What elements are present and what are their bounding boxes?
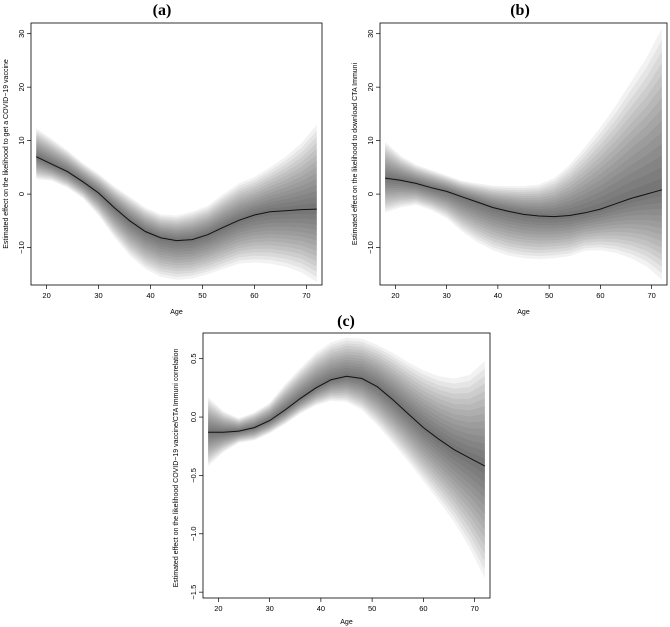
panel-b-band-layer <box>385 120 662 235</box>
panel-c-ylabel: Estimated effect on the likelihood COVID… <box>173 348 180 587</box>
panel-c-band-layer <box>208 356 485 523</box>
panel-c-band-layer <box>208 340 485 571</box>
panel-b-band-layer <box>385 28 662 280</box>
panel-a-ylabel: Estimated effect on the likelihood to ge… <box>3 59 10 249</box>
panel-b-x-tick-label: 50 <box>545 291 553 300</box>
panel-a-confidence-band <box>36 124 317 283</box>
panel-a-x-tick-label: 60 <box>250 291 258 300</box>
panel-c-title: (c) <box>337 313 355 330</box>
panel-b-x-tick-label: 30 <box>442 291 450 300</box>
panel-a-y-tick-label: 20 <box>17 83 26 91</box>
panel-b-band-layer <box>385 86 662 248</box>
panel-b-band-layer <box>385 175 662 220</box>
panel-c-y-tick-label: 0.5 <box>189 353 198 363</box>
panel-a-band-layer <box>36 124 317 283</box>
panel-b-y-tick-label: 0 <box>366 192 375 196</box>
panel-b-xlabel: Age <box>517 309 530 316</box>
panel-b-band-layer <box>385 155 662 226</box>
panel-b-x-axis: 20 30 40 50 60 70 <box>391 285 656 300</box>
panel-a-band-layer <box>36 134 317 272</box>
panel-c-y-tick-label: −1.5 <box>189 585 198 600</box>
panel-b-x-tick-label: 60 <box>596 291 604 300</box>
panel-c-x-tick-label: 40 <box>317 604 325 613</box>
panel-b-title: (b) <box>510 2 530 19</box>
panel-a-x-tick-label: 40 <box>146 291 154 300</box>
panel-b-frame <box>379 22 668 286</box>
panel-a-band-layer <box>36 132 317 275</box>
panel-c-x-tick-label: 70 <box>470 604 478 613</box>
panel-b-band-layer <box>385 166 662 223</box>
panel-b-band-layer <box>385 97 662 242</box>
panel-a-band-layer <box>36 138 317 266</box>
panel-c-band-layer <box>208 370 485 483</box>
panel-c-y-tick-label: −1.0 <box>189 526 198 541</box>
panel-c-confidence-band <box>208 337 485 579</box>
panel-c-band-layer <box>208 359 485 515</box>
panel-c-band-layer <box>208 351 485 539</box>
panel-a-band-layer <box>36 136 317 269</box>
panel-c-y-tick-label: −0.5 <box>189 468 198 483</box>
panel-b-x-tick-label: 70 <box>647 291 655 300</box>
panel-a-band-layer <box>36 140 317 263</box>
panel-a-band-layer <box>36 144 317 258</box>
panel-b-y-axis: −10 0 10 20 30 <box>366 30 380 254</box>
panel-a-y-tick-label: 0 <box>17 192 26 196</box>
panel-a: (a) 20 30 40 50 60 70 −10 0 10 20 30 Age Estimate… <box>3 2 323 316</box>
panel-b-band-layer <box>385 51 662 267</box>
panel-a-band-layer <box>36 130 317 278</box>
panel-a-x-tick-label: 20 <box>42 291 50 300</box>
panel-c-band-layer <box>208 348 485 547</box>
panel-c-y-tick-label: 0.0 <box>189 412 198 422</box>
panel-c-y-axis: −1.5 −1.0 −0.5 0.0 0.5 <box>189 353 203 600</box>
panel-b-y-tick-label: 10 <box>366 136 375 144</box>
panel-a-band-layer <box>36 150 317 249</box>
panel-a-band-layer <box>36 148 317 252</box>
panel-b-band-layer <box>385 74 662 254</box>
panel-a-band-layer <box>36 146 317 255</box>
panel-c-x-tick-label: 20 <box>214 604 222 613</box>
panel-b: (b) 20 30 40 50 60 70 −10 0 10 20 30 Age Estimate… <box>352 2 668 316</box>
panel-b-y-tick-label: 20 <box>366 83 375 91</box>
panel-c-curve <box>208 375 486 467</box>
panel-c-x-axis: 20 30 40 50 60 70 <box>214 598 479 613</box>
panel-c-band-layer <box>208 354 485 531</box>
panel-c-band-layer <box>208 343 485 563</box>
panel-a-x-tick-label: 50 <box>198 291 206 300</box>
panel-b-x-tick-label: 20 <box>391 291 399 300</box>
panel-b-y-tick-label: 30 <box>366 30 375 38</box>
panel-c-x-tick-label: 50 <box>368 604 376 613</box>
panel-b-y-tick-label: −10 <box>366 241 375 254</box>
panel-c-xlabel: Age <box>340 619 353 626</box>
panel-a-y-tick-label: 10 <box>17 136 26 144</box>
panel-a-y-axis: −10 0 10 20 30 <box>17 30 31 254</box>
panel-a-y-tick-label: −10 <box>17 241 26 254</box>
panel-c-frame <box>202 332 491 599</box>
panel-a-title: (a) <box>153 2 172 19</box>
panel-b-band-layer <box>385 143 662 229</box>
panel-c: (c) 20 30 40 50 60 70 −1.5−1.0−0.50.00.5 Age … <box>173 313 491 626</box>
panel-a-xlabel: Age <box>170 309 183 316</box>
panel-a-x-axis: 20 30 40 50 60 70 <box>42 285 311 300</box>
panel-a-x-tick-label: 70 <box>302 291 310 300</box>
panel-a-curve <box>35 156 317 242</box>
panel-b-band-layer <box>385 132 662 232</box>
panel-b-ylabel: Estimated effect on the likelihood to do… <box>352 62 359 245</box>
panel-a-band-layer <box>36 142 317 261</box>
panel-b-curve <box>385 177 663 218</box>
panel-c-band-layer <box>208 362 485 507</box>
panel-b-band-layer <box>385 39 662 274</box>
panel-a-band-layer <box>36 152 317 247</box>
panel-b-x-tick-label: 40 <box>494 291 502 300</box>
panel-c-band-layer <box>208 337 485 579</box>
panel-c-band-layer <box>208 345 485 555</box>
panel-a-x-tick-label: 30 <box>94 291 102 300</box>
panel-b-band-layer <box>385 109 662 238</box>
panel-a-frame <box>30 22 323 286</box>
panel-c-x-tick-label: 60 <box>419 604 427 613</box>
panel-c-band-layer <box>208 367 485 491</box>
panel-b-confidence-band <box>385 28 662 280</box>
panel-a-y-tick-label: 30 <box>17 30 26 38</box>
panel-c-x-tick-label: 30 <box>265 604 273 613</box>
